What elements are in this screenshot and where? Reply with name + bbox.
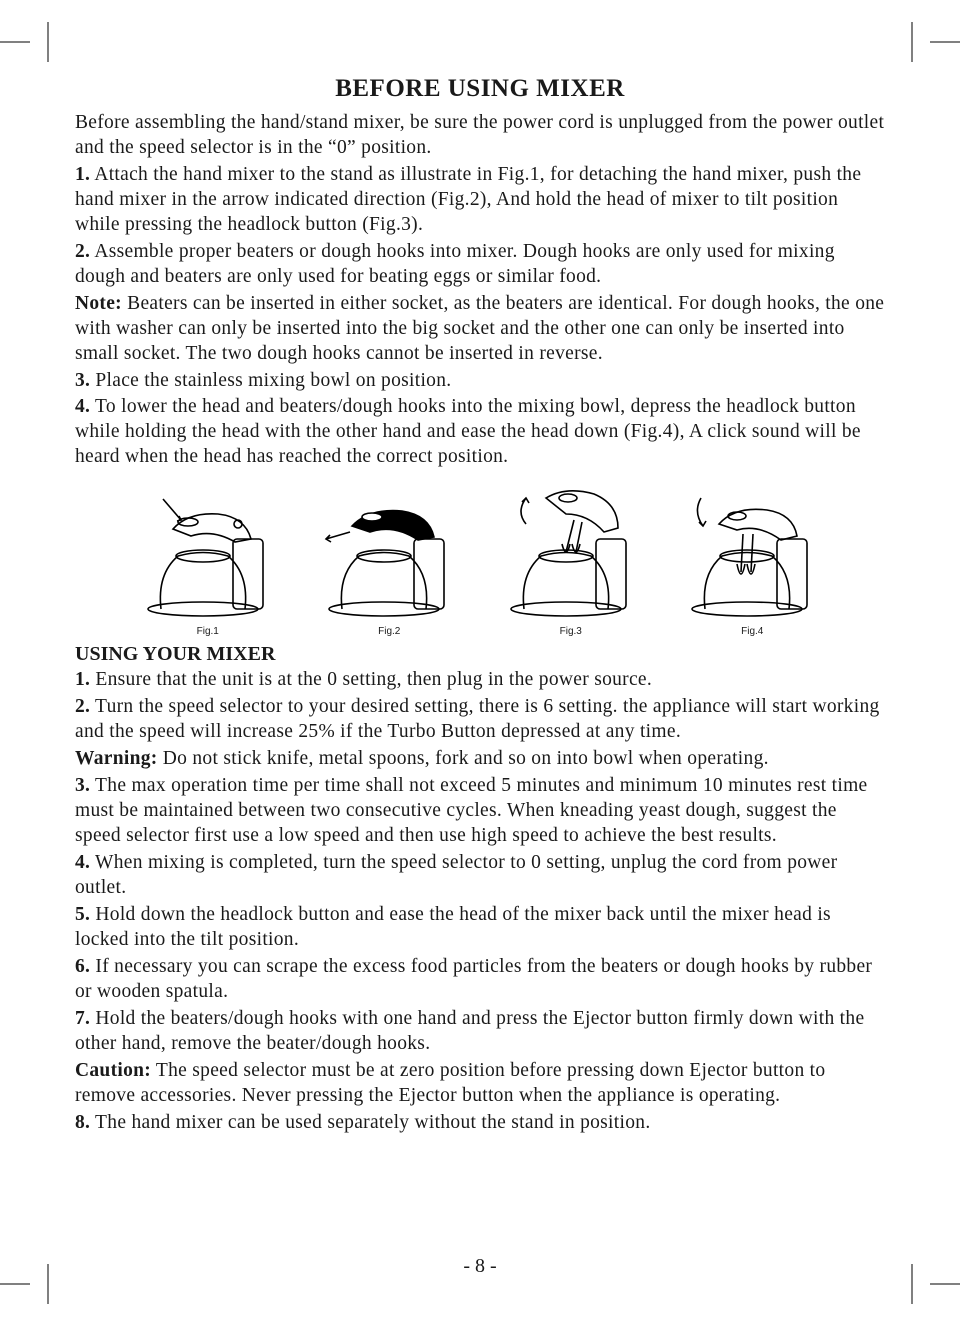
using-item-1: 1. Ensure that the unit is at the 0 sett… [75, 668, 885, 693]
item-text: Attach the hand mixer to the stand as il… [75, 164, 861, 235]
figure-2: Fig.2 [314, 484, 464, 637]
using-item-4: 4. When mixing is completed, turn the sp… [75, 851, 885, 901]
using-item-2: 2. Turn the speed selector to your desir… [75, 695, 885, 745]
using-title: USING YOUR MIXER [75, 643, 885, 666]
item-number: 1. [75, 164, 90, 185]
item-number: 2. [75, 696, 90, 717]
before-item-4: 4. To lower the head and beaters/dough h… [75, 395, 885, 470]
mixer-illustration-icon [314, 484, 464, 624]
note-lead: Note: [75, 293, 122, 314]
page-title: BEFORE USING MIXER [75, 75, 885, 103]
crop-mark-tl [0, 22, 60, 62]
item-number: 4. [75, 396, 90, 417]
item-number: 7. [75, 1008, 90, 1029]
crop-mark-tr [900, 22, 960, 62]
before-item-3: 3. Place the stainless mixing bowl on po… [75, 369, 885, 394]
intro-paragraph: Before assembling the hand/stand mixer, … [75, 111, 885, 161]
caution-lead: Caution: [75, 1060, 151, 1081]
before-note: Note: Beaters can be inserted in either … [75, 292, 885, 367]
item-number: 2. [75, 241, 90, 262]
item-number: 5. [75, 904, 90, 925]
item-text: To lower the head and beaters/dough hook… [75, 396, 861, 467]
item-text: Hold down the headlock button and ease t… [75, 904, 831, 950]
figure-caption: Fig.1 [133, 626, 283, 637]
page-content: BEFORE USING MIXER Before assembling the… [75, 75, 885, 1136]
item-text: The hand mixer can be used separately wi… [90, 1112, 650, 1133]
item-number: 3. [75, 370, 90, 391]
using-item-5: 5. Hold down the headlock button and eas… [75, 903, 885, 953]
mixer-illustration-icon [677, 484, 827, 624]
figure-caption: Fig.2 [314, 626, 464, 637]
figure-caption: Fig.3 [496, 626, 646, 637]
item-text: Ensure that the unit is at the 0 setting… [90, 669, 652, 690]
note-text: Beaters can be inserted in either socket… [75, 293, 884, 364]
item-text: If necessary you can scrape the excess f… [75, 956, 872, 1002]
mixer-illustration-icon [496, 484, 646, 624]
caution-text: The speed selector must be at zero posit… [75, 1060, 825, 1106]
item-text: When mixing is completed, turn the speed… [75, 852, 837, 898]
item-number: 8. [75, 1112, 90, 1133]
using-item-7: 7. Hold the beaters/dough hooks with one… [75, 1007, 885, 1057]
mixer-illustration-icon [133, 484, 283, 624]
item-text: Place the stainless mixing bowl on posit… [90, 370, 451, 391]
item-number: 1. [75, 669, 90, 690]
figure-4: Fig.4 [677, 484, 827, 637]
before-item-2: 2. Assemble proper beaters or dough hook… [75, 240, 885, 290]
item-number: 3. [75, 775, 90, 796]
warning-lead: Warning: [75, 748, 158, 769]
page-number: - 8 - [0, 1255, 960, 1278]
item-text: The max operation time per time shall no… [75, 775, 868, 846]
item-text: Hold the beaters/dough hooks with one ha… [75, 1008, 864, 1054]
using-item-3: 3. The max operation time per time shall… [75, 774, 885, 849]
using-item-8: 8. The hand mixer can be used separately… [75, 1111, 885, 1136]
figure-row: Fig.1 Fig.2 [87, 484, 873, 637]
item-number: 4. [75, 852, 90, 873]
using-caution: Caution: The speed selector must be at z… [75, 1059, 885, 1109]
figure-caption: Fig.4 [677, 626, 827, 637]
using-warning: Warning: Do not stick knife, metal spoon… [75, 747, 885, 772]
using-item-6: 6. If necessary you can scrape the exces… [75, 955, 885, 1005]
item-number: 6. [75, 956, 90, 977]
figure-3: Fig.3 [496, 484, 646, 637]
item-text: Turn the speed selector to your desired … [75, 696, 880, 742]
warning-text: Do not stick knife, metal spoons, fork a… [158, 748, 769, 769]
before-item-1: 1. Attach the hand mixer to the stand as… [75, 163, 885, 238]
item-text: Assemble proper beaters or dough hooks i… [75, 241, 835, 287]
figure-1: Fig.1 [133, 484, 283, 637]
